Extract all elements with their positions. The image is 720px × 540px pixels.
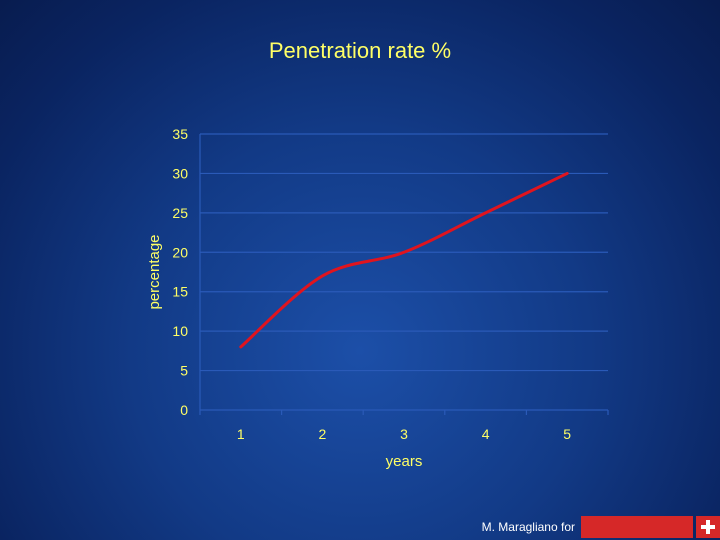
footer-credit: M. Maragliano for bbox=[481, 520, 575, 534]
y-axis-label: percentage bbox=[146, 234, 163, 309]
chart-title: Penetration rate % bbox=[268, 38, 452, 63]
x-tick-label: 1 bbox=[237, 426, 245, 442]
x-axis-label: years bbox=[386, 453, 423, 470]
x-tick-label: 2 bbox=[319, 426, 327, 442]
y-tick-label: 20 bbox=[172, 244, 188, 260]
x-tick-label: 4 bbox=[482, 426, 490, 442]
x-tick-label: 3 bbox=[400, 426, 408, 442]
x-tick-labels: 1 2 3 4 5 bbox=[237, 426, 571, 442]
series-line bbox=[239, 171, 569, 349]
auto-marketing-logo bbox=[581, 516, 693, 538]
y-tick-label: 15 bbox=[172, 284, 188, 300]
x-tick-label: 5 bbox=[563, 426, 571, 442]
grid-lines bbox=[199, 133, 609, 415]
y-tick-label: 25 bbox=[172, 205, 188, 221]
swiss-cross-icon bbox=[696, 516, 720, 538]
y-tick-labels: 0 5 10 15 20 25 30 35 bbox=[172, 126, 188, 418]
y-tick-label: 35 bbox=[172, 126, 188, 142]
y-tick-label: 10 bbox=[172, 323, 188, 339]
y-tick-label: 30 bbox=[172, 165, 188, 181]
footer: M. Maragliano for bbox=[482, 514, 720, 540]
y-tick-label: 5 bbox=[180, 363, 188, 379]
y-tick-label: 0 bbox=[180, 402, 188, 418]
